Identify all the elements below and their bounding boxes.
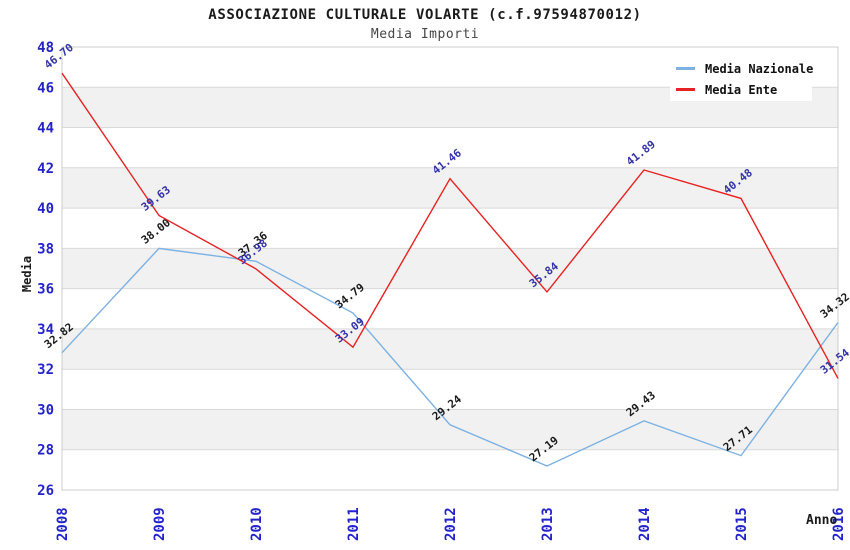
plot-band	[62, 328, 838, 370]
legend-label-media-ente: Media Ente	[705, 82, 778, 97]
y-tick-label: 42	[37, 161, 54, 177]
x-tick-label: 2008	[55, 507, 71, 541]
legend-swatch-media-nazionale	[676, 67, 695, 70]
x-tick-label: 2010	[249, 507, 265, 541]
y-tick-label: 36	[37, 282, 54, 298]
data-label: 41.89	[624, 138, 658, 169]
y-tick-label: 44	[37, 121, 54, 137]
y-tick-label: 38	[37, 241, 54, 257]
y-tick-label: 40	[37, 201, 54, 217]
x-axis-title: Anno	[806, 513, 838, 528]
series-line-media-nazionale	[61, 247, 839, 467]
plot-band	[62, 167, 838, 209]
plot-border	[61, 46, 839, 491]
x-tick-label: 2013	[540, 507, 556, 541]
plot-band	[62, 248, 838, 289]
y-tick-label: 46	[37, 80, 54, 96]
y-tick-label: 28	[37, 443, 54, 459]
legend-item-media-ente: Media Ente	[670, 79, 812, 100]
y-tick-label: 30	[37, 403, 54, 419]
data-label: 34.32	[818, 290, 850, 321]
legend-label-media-nazionale: Media Nazionale	[705, 61, 814, 76]
x-tick-label: 2014	[637, 507, 653, 541]
x-tick-label: 2012	[443, 507, 459, 541]
x-tick-label: 2015	[734, 507, 750, 541]
legend-item-media-nazionale: Media Nazionale	[670, 58, 814, 79]
legend-swatch-media-ente	[676, 88, 695, 91]
legend: Media Nazionale Media Ente	[670, 53, 814, 101]
y-tick-label: 26	[37, 483, 54, 499]
y-tick-label: 34	[37, 322, 54, 338]
plot-band	[62, 409, 838, 450]
chart-subtitle: Media Importi	[370, 27, 480, 42]
y-tick-label: 32	[37, 362, 54, 378]
x-tick-label: 2016	[831, 507, 847, 541]
series-line-media-ente	[61, 72, 839, 379]
y-axis-title: Media	[20, 255, 34, 293]
x-tick-label: 2011	[346, 507, 362, 541]
chart-title: ASSOCIAZIONE CULTURALE VOLARTE (c.f.9759…	[208, 7, 642, 23]
y-tick-label: 48	[37, 40, 54, 56]
x-tick-label: 2009	[152, 507, 168, 541]
